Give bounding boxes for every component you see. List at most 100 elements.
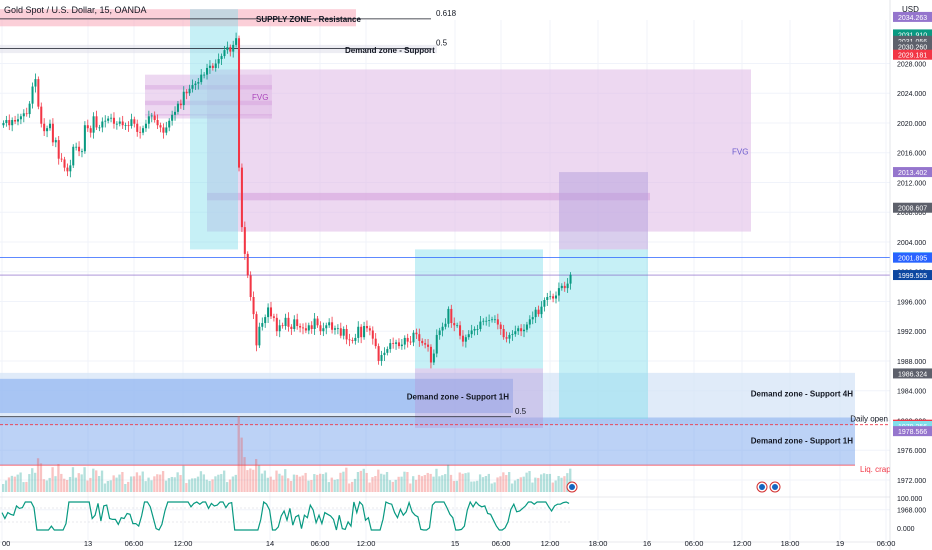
zone-rect — [0, 9, 356, 27]
volume-bar — [420, 476, 424, 492]
candle — [25, 113, 28, 115]
candle — [255, 314, 258, 346]
candle — [357, 326, 360, 338]
candle — [34, 79, 37, 87]
candle — [127, 125, 130, 127]
candle — [243, 227, 246, 254]
volume-bar — [144, 481, 147, 492]
candle — [176, 103, 179, 112]
volume-bar — [281, 475, 284, 492]
volume-bar — [121, 472, 124, 492]
candle — [104, 120, 107, 122]
volume-bar — [127, 481, 130, 492]
candle — [83, 125, 86, 152]
volume-bar — [542, 473, 546, 492]
price-tag — [893, 11, 932, 22]
zone-label: Demand zone - Support 1H — [407, 393, 509, 402]
candle — [435, 334, 438, 354]
candle — [229, 47, 232, 52]
candle — [66, 167, 69, 172]
volume-bar — [560, 477, 563, 492]
candle — [464, 337, 467, 342]
candle — [473, 328, 476, 331]
price-tag-label: 2030.260 — [898, 45, 927, 52]
candle — [54, 140, 57, 143]
price-tag — [893, 41, 932, 52]
volume-bar — [240, 437, 243, 492]
candle — [284, 317, 287, 327]
zone-label: FVG — [732, 147, 748, 156]
candle — [499, 324, 502, 329]
candle — [514, 331, 517, 335]
volume-bar — [54, 476, 57, 492]
volume-bar — [388, 480, 392, 492]
price-tag-label: 2034.263 — [898, 15, 927, 22]
volume-bar — [243, 457, 246, 492]
candle — [537, 309, 540, 315]
volume-bar — [371, 477, 374, 492]
candle — [505, 337, 508, 339]
candle — [395, 342, 398, 344]
zone-label: Demand zone - Support — [345, 46, 435, 55]
candle — [461, 335, 464, 342]
candle — [380, 355, 383, 361]
volume-bar — [348, 483, 351, 492]
candle — [269, 307, 273, 317]
volume-bar — [217, 474, 220, 492]
candle — [502, 328, 505, 338]
volume-bar — [359, 470, 363, 492]
volume-bar — [188, 479, 191, 492]
price-tick-label: 1968.000 — [897, 508, 926, 515]
candle — [400, 344, 403, 347]
candle — [258, 326, 261, 346]
volume-bar — [455, 480, 458, 492]
volume-bar — [220, 474, 223, 492]
volume-bar — [4, 480, 8, 492]
volume-bar — [196, 476, 200, 492]
time-tick-label: 18:00 — [781, 539, 800, 548]
currency-label[interactable]: USD — [902, 5, 919, 14]
candle — [112, 117, 115, 124]
volume-bar — [397, 476, 400, 492]
volume-bar — [519, 477, 522, 492]
time-tick-label: 06:00 — [877, 539, 896, 548]
volume-bar — [540, 474, 543, 492]
candle — [336, 328, 339, 330]
volume-bar — [563, 476, 566, 492]
volume-bar — [2, 484, 5, 492]
volume-bar — [481, 477, 485, 492]
volume-bar — [132, 476, 136, 492]
candle — [566, 283, 569, 289]
price-tag — [893, 421, 932, 432]
volume-bar — [13, 476, 16, 492]
candle — [107, 118, 110, 121]
volume-bar — [28, 474, 31, 492]
time-tick-label: 18:00 — [589, 539, 608, 548]
candle — [371, 330, 374, 339]
candle — [188, 88, 191, 94]
volume-bar — [51, 467, 54, 492]
volume-bar — [31, 468, 34, 492]
volume-bar — [368, 482, 371, 492]
candle — [290, 326, 293, 329]
candle — [252, 297, 255, 315]
candle — [232, 44, 235, 52]
volume-bar — [345, 467, 348, 492]
candle — [194, 83, 197, 86]
volume-bar — [118, 474, 121, 492]
volume-bar — [467, 472, 470, 492]
volume-bar — [292, 474, 296, 492]
oscillator-axis-label: 100.000 — [897, 496, 922, 503]
candle — [16, 119, 20, 122]
candle — [531, 317, 534, 320]
zone-rect — [207, 69, 751, 232]
volume-bar — [255, 459, 258, 492]
price-tick-label: 1972.000 — [897, 478, 926, 485]
candle — [78, 146, 81, 152]
volume-bar — [89, 477, 92, 492]
volume-bar — [19, 472, 22, 492]
volume-bar — [409, 483, 412, 492]
volume-bar — [284, 469, 287, 492]
candle — [130, 119, 133, 126]
